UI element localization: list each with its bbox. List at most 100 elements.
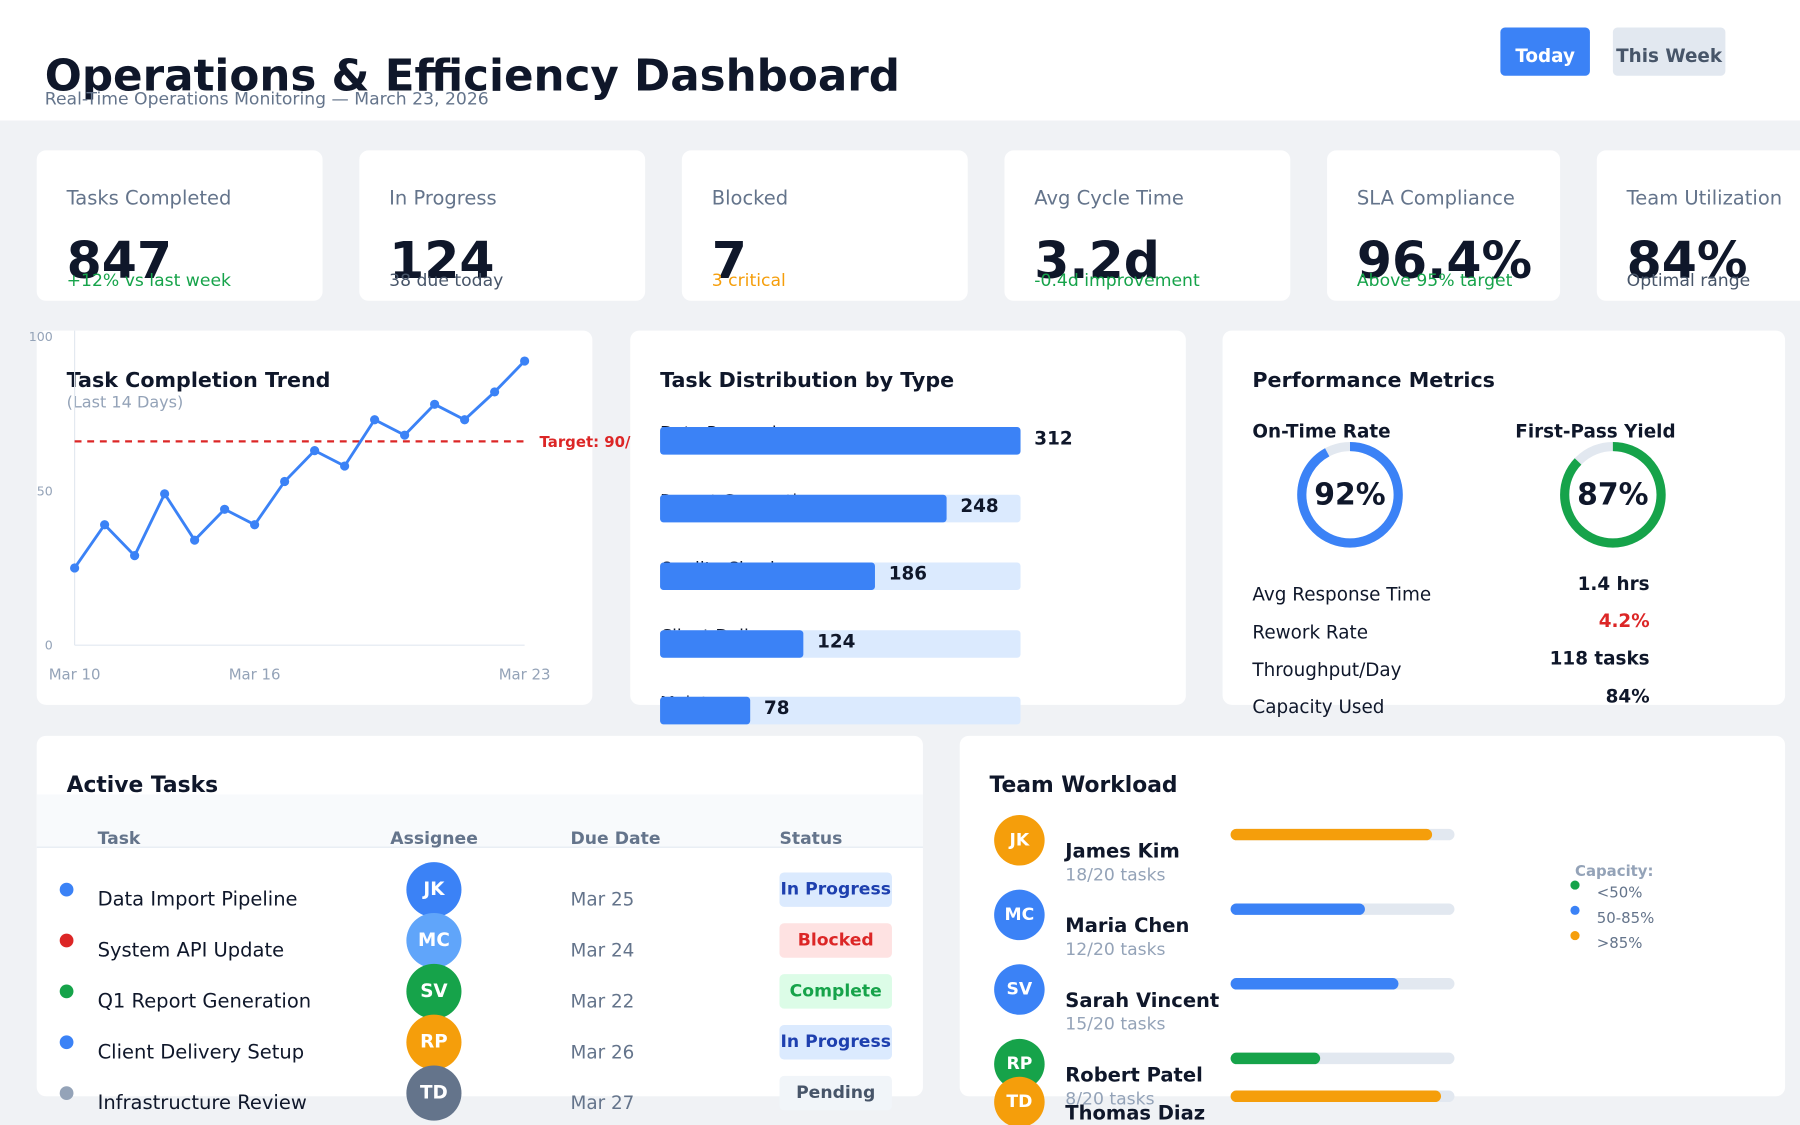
page-title: Operations & Efficiency Dashboard — [45, 52, 900, 102]
kpi-note: +12% vs last week — [67, 271, 231, 291]
avatar — [994, 815, 1045, 866]
status-pill — [779, 872, 892, 907]
x-tick-label: Mar 16 — [229, 666, 281, 684]
legend-title: Capacity: — [1575, 862, 1653, 880]
due-date: Mar 25 — [571, 890, 635, 911]
ring-label: First-Pass Yield — [1515, 421, 1675, 442]
avatar — [994, 1038, 1045, 1090]
legend-label: <50% — [1597, 884, 1643, 902]
load-bar — [1230, 1090, 1442, 1103]
trend-point — [490, 387, 500, 397]
kpi-label: Team Utilization — [1626, 186, 1782, 209]
legend-label: 50-85% — [1597, 909, 1654, 927]
avatar-initials: TD — [1006, 1092, 1032, 1112]
trend-point — [430, 399, 440, 409]
avatar — [406, 1065, 462, 1121]
bar — [660, 696, 751, 725]
status-dot — [59, 984, 74, 999]
bar-value-label: 248 — [960, 496, 998, 517]
status-label: In Progress — [780, 1032, 890, 1052]
trend-line — [73, 360, 526, 569]
metric-value: 84% — [1606, 687, 1650, 708]
trend-point — [370, 415, 380, 425]
avatar-initials: JK — [1009, 830, 1030, 850]
due-date: Mar 26 — [571, 1042, 635, 1063]
avatar — [994, 1076, 1045, 1125]
trend-card — [36, 330, 593, 705]
bar — [660, 562, 875, 591]
trend-point — [160, 489, 170, 499]
kpi-note: 3 critical — [712, 271, 786, 291]
status-label: Complete — [790, 981, 882, 1001]
kpi-value: 96.4% — [1357, 231, 1532, 290]
member-name: Sarah Vincent — [1065, 989, 1219, 1012]
bar — [660, 494, 947, 523]
bar — [660, 630, 804, 658]
kpi-card — [359, 150, 646, 301]
avatar-initials: TD — [420, 1083, 448, 1104]
toggle-button-label: Today — [1515, 46, 1575, 67]
member-name: Robert Patel — [1065, 1063, 1202, 1086]
trend-point — [220, 504, 230, 514]
due-date: Mar 22 — [571, 991, 635, 1012]
target-label: Target: 90/ — [540, 433, 631, 451]
status-label: In Progress — [780, 880, 890, 900]
toggle-button[interactable] — [1612, 27, 1726, 76]
status-label: Pending — [796, 1083, 875, 1103]
bar-value-label: 312 — [1034, 428, 1072, 449]
kpi-card — [36, 150, 323, 301]
avatar — [406, 912, 462, 969]
workload-card — [959, 735, 1786, 1097]
ring-label: On-Time Rate — [1252, 421, 1390, 442]
status-pill — [779, 923, 892, 958]
chart-title: Task Completion Trend — [67, 368, 331, 392]
avatar-initials: SV — [1007, 980, 1033, 1000]
metric-label: Capacity Used — [1252, 697, 1384, 718]
task-name: Q1 Report Generation — [98, 989, 312, 1012]
trend-point — [190, 535, 200, 545]
member-name: James Kim — [1063, 840, 1179, 863]
member-tasks: 15/20 tasks — [1065, 1015, 1165, 1035]
trend-point — [280, 476, 290, 487]
card-title: Active Tasks — [67, 773, 218, 798]
chart-title: Task Distribution by Type — [660, 368, 954, 392]
trend-point — [310, 446, 320, 456]
trend-point — [340, 461, 350, 471]
toggle-button[interactable] — [1500, 27, 1590, 76]
avatar-initials: RP — [1006, 1054, 1032, 1074]
avatar — [406, 862, 462, 918]
x-tick-label: Mar 23 — [499, 666, 551, 684]
trend-point — [70, 563, 80, 573]
status-dot — [59, 933, 74, 948]
status-pill — [779, 1075, 892, 1111]
metric-label: Throughput/Day — [1251, 660, 1401, 681]
kpi-label: Tasks Completed — [66, 186, 232, 209]
table-header-band — [36, 794, 923, 848]
kpi-note: Optimal range — [1627, 271, 1751, 291]
member-tasks: 18/20 tasks — [1065, 865, 1165, 885]
header-bar — [0, 0, 1800, 121]
card-title: Performance Metrics — [1252, 368, 1495, 392]
avatar-initials: SV — [420, 981, 448, 1002]
trend-point — [400, 430, 410, 440]
member-name: Maria Chen — [1065, 914, 1189, 937]
member-name: Thomas Diaz — [1065, 1101, 1205, 1124]
kpi-label: Avg Cycle Time — [1034, 186, 1184, 209]
member-tasks: 8/20 tasks — [1065, 1089, 1154, 1109]
metric-value: 118 tasks — [1550, 649, 1650, 670]
avatar-initials: JK — [421, 879, 445, 900]
y-tick-label: 50 — [37, 483, 53, 498]
kpi-note: Above 95% target — [1357, 271, 1513, 291]
avatar-initials: MC — [418, 930, 450, 951]
ring-progress — [1560, 441, 1666, 548]
trend-point — [520, 356, 530, 366]
due-date: Mar 27 — [571, 1093, 635, 1114]
page-subtitle: Real-Time Operations Monitoring — March … — [45, 89, 489, 109]
avatar — [994, 964, 1045, 1015]
metric-value: 1.4 hrs — [1578, 574, 1650, 595]
kpi-value: 84% — [1627, 231, 1748, 290]
chart-subtitle: (Last 14 Days) — [67, 393, 184, 412]
avatar — [994, 889, 1045, 941]
